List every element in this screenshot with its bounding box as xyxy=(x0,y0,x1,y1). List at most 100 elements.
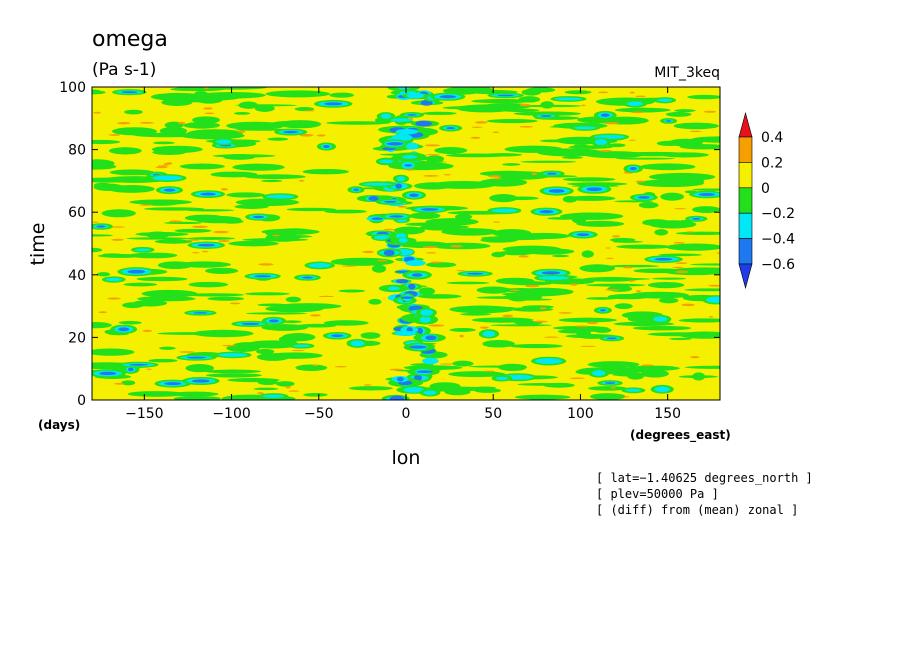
field-patch xyxy=(92,90,106,95)
field-patch xyxy=(163,221,203,225)
colorbar-swatch xyxy=(738,212,753,239)
field-patch xyxy=(302,168,350,175)
field-patch xyxy=(323,320,369,326)
field-patch xyxy=(675,270,689,274)
field-patch xyxy=(186,356,206,359)
field-patch xyxy=(622,266,633,269)
y-tick-label: 40 xyxy=(68,268,86,284)
field-patch xyxy=(448,371,506,378)
annotation-plev: [ plev=50000 Pa ] xyxy=(596,487,719,501)
field-patch xyxy=(471,126,483,128)
field-patch xyxy=(205,373,262,378)
field-patch xyxy=(492,229,532,238)
field-patch xyxy=(669,337,692,341)
field-patch xyxy=(648,172,716,181)
field-patch xyxy=(111,127,158,136)
field-patch xyxy=(567,182,628,186)
field-patch xyxy=(629,166,637,171)
field-patch xyxy=(92,348,135,356)
field-patch xyxy=(661,152,709,158)
field-patch xyxy=(265,90,331,98)
x-tick-label: 100 xyxy=(567,406,594,422)
field-patch xyxy=(413,182,453,190)
field-patch xyxy=(685,365,720,369)
field-patch xyxy=(468,365,524,368)
field-patch xyxy=(237,130,246,133)
field-patch xyxy=(96,272,111,277)
field-patch xyxy=(142,329,153,333)
field-patch xyxy=(324,102,343,106)
field-patch xyxy=(493,221,500,223)
field-patch xyxy=(376,259,388,262)
field-patch xyxy=(257,379,278,386)
field-patch xyxy=(543,382,575,388)
field-patch xyxy=(353,188,359,192)
field-patch xyxy=(316,134,326,137)
field-patch xyxy=(148,358,178,363)
field-patch xyxy=(425,154,441,156)
field-patch xyxy=(405,260,426,267)
field-patch xyxy=(299,133,314,137)
field-patch xyxy=(402,155,418,159)
field-patch xyxy=(261,324,309,331)
field-patch xyxy=(573,144,589,147)
field-patch xyxy=(143,207,205,211)
field-patch xyxy=(497,288,544,293)
field-patch xyxy=(595,138,607,146)
field-patch xyxy=(379,159,394,164)
field-patch xyxy=(502,163,521,166)
field-patch xyxy=(423,390,437,395)
field-patch xyxy=(571,212,609,216)
field-patch xyxy=(173,396,221,400)
field-patch xyxy=(396,176,406,182)
field-patch xyxy=(539,210,554,214)
field-patch xyxy=(324,209,367,214)
field-patch xyxy=(360,332,381,339)
chart-title: omega xyxy=(92,27,168,52)
field-patch xyxy=(232,163,285,171)
field-patch xyxy=(390,118,413,122)
field-patch xyxy=(134,248,151,252)
field-patch xyxy=(629,279,634,283)
colorbar: 0.4 0.2 0 −0.2 −0.4 −0.6 xyxy=(738,111,795,290)
field-patch xyxy=(286,207,337,212)
field-patch xyxy=(157,165,169,167)
field-patch xyxy=(92,159,115,168)
field-patch xyxy=(180,131,245,140)
field-patch xyxy=(614,303,633,310)
field-patch xyxy=(422,246,439,249)
field-patch xyxy=(471,98,532,104)
field-patch xyxy=(155,166,168,169)
field-patch xyxy=(665,120,672,122)
field-patch xyxy=(394,330,417,337)
field-patch xyxy=(184,239,200,241)
field-patch xyxy=(607,293,650,300)
field-patch xyxy=(581,250,594,258)
field-patch xyxy=(229,302,241,305)
field-patch xyxy=(312,364,319,367)
field-patch xyxy=(409,345,427,349)
field-patch xyxy=(587,361,640,368)
colorbar-label: −0.2 xyxy=(761,206,795,222)
field-patch xyxy=(674,208,687,210)
field-patch xyxy=(210,171,258,178)
field-patch xyxy=(658,253,702,257)
field-patch xyxy=(323,144,330,149)
annotation-diff: [ (diff) from (mean) zonal ] xyxy=(596,503,798,517)
field-patch xyxy=(362,182,393,186)
field-patch xyxy=(92,234,114,237)
field-patch xyxy=(706,296,720,303)
field-patch xyxy=(288,390,300,392)
field-patch xyxy=(495,376,509,381)
colorbar-label: 0.2 xyxy=(761,155,783,171)
y-tick-label: 0 xyxy=(77,393,86,409)
field-patch xyxy=(123,282,158,287)
field-patch xyxy=(204,267,239,274)
colorbar-max-triangle xyxy=(738,111,753,138)
field-patch xyxy=(417,294,462,299)
field-patch xyxy=(310,314,321,317)
colorbar-label: 0.4 xyxy=(761,130,783,146)
field-patch xyxy=(275,381,295,387)
field-patch xyxy=(441,228,499,236)
field-patch xyxy=(152,175,183,181)
